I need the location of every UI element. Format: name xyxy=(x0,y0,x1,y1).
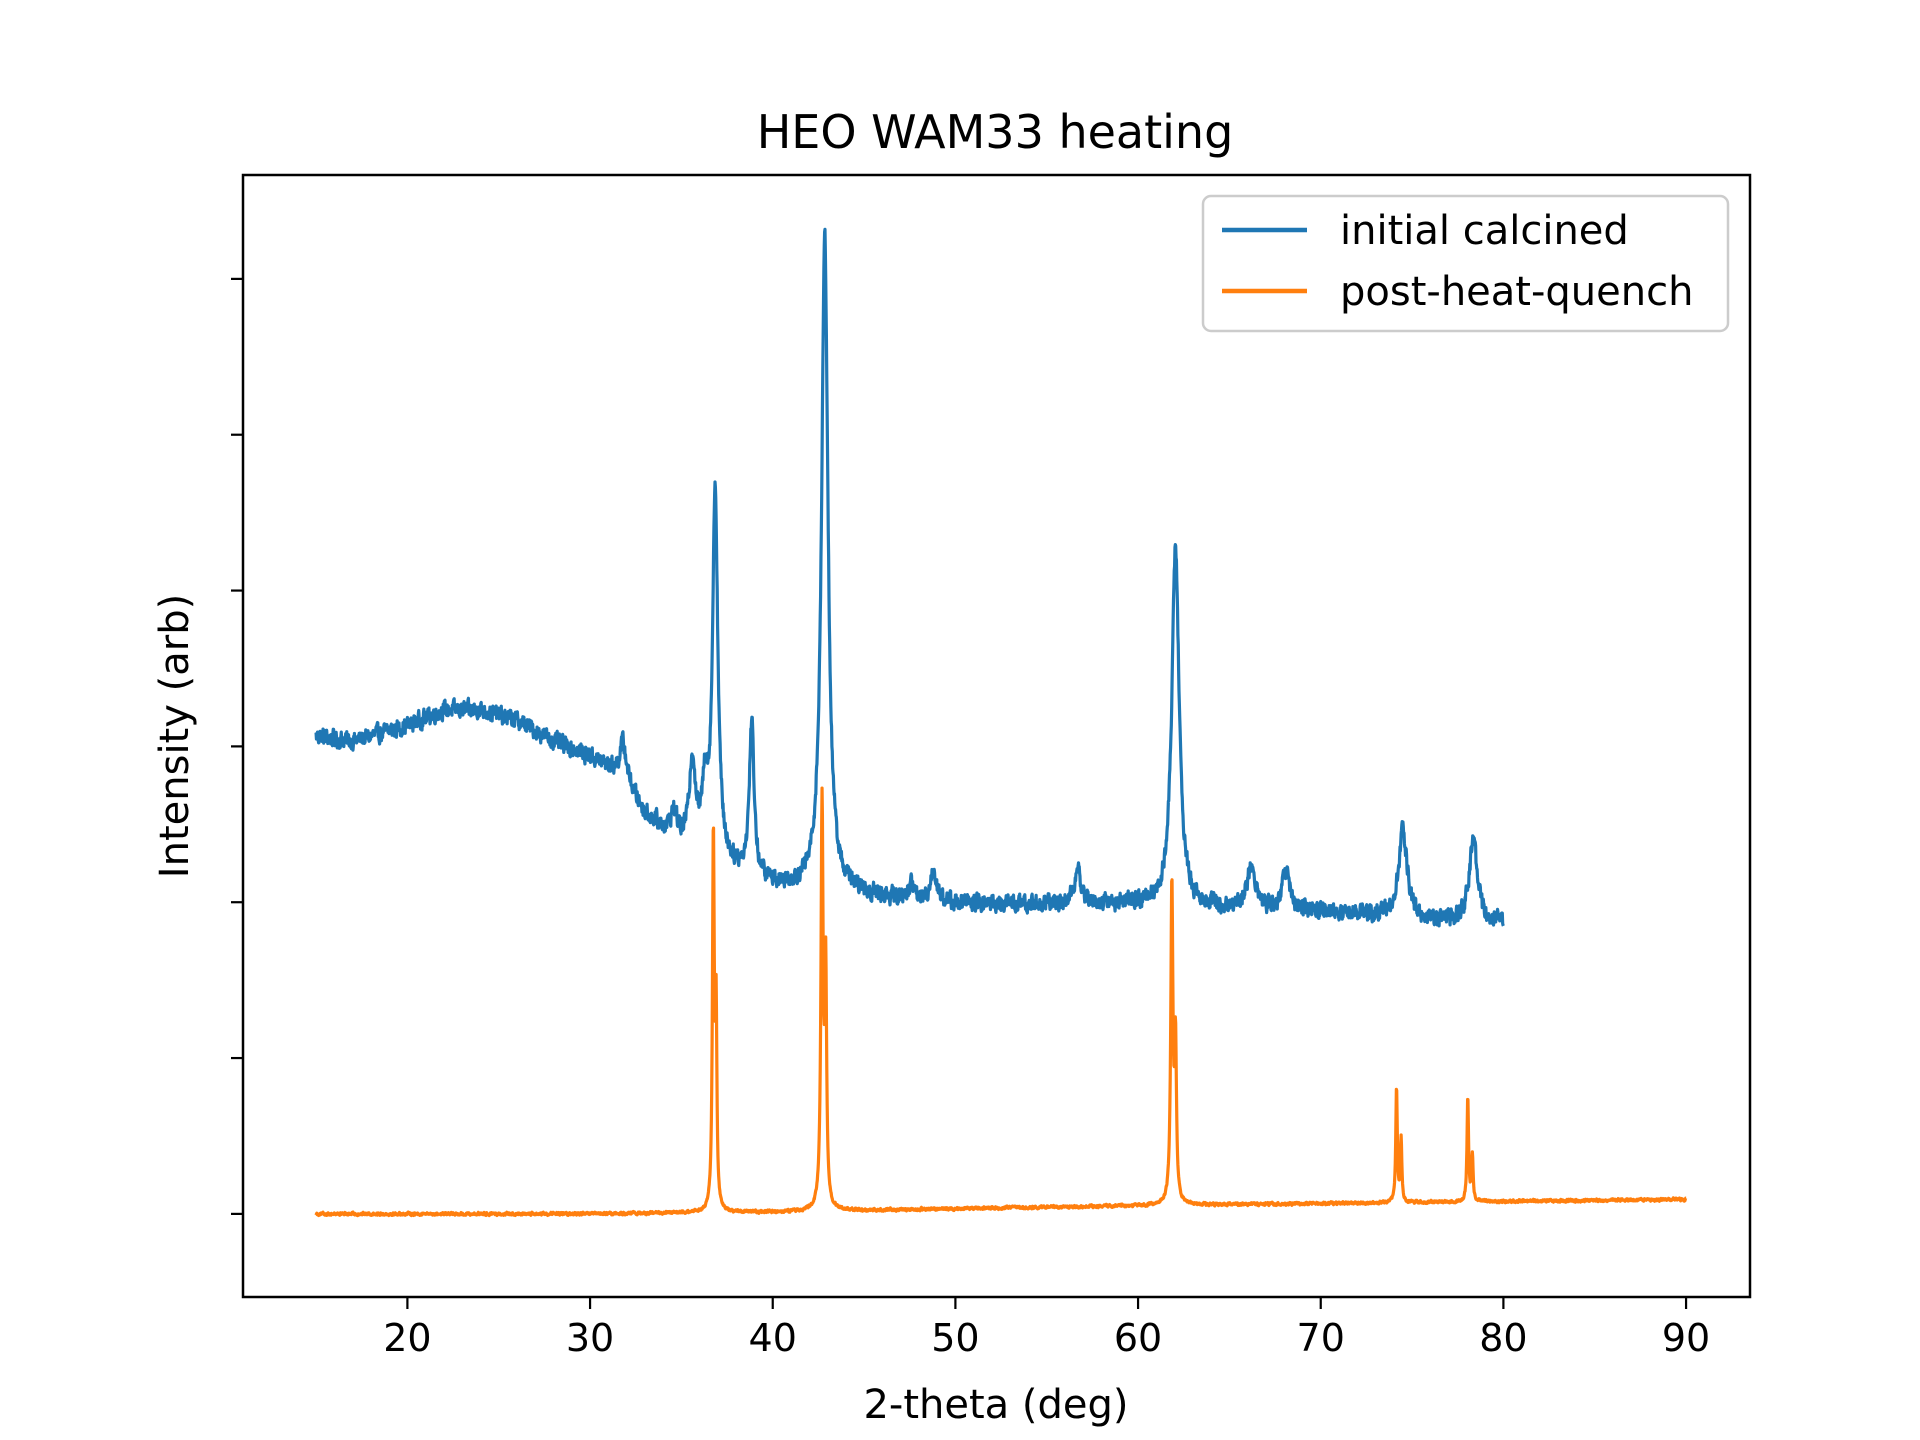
legend-box xyxy=(1201,194,1730,333)
chart-title: HEO WAM33 heating xyxy=(757,105,1234,159)
series-line-post-heat-quench xyxy=(314,786,1688,1218)
plot-frame xyxy=(241,173,1752,1299)
x-axis-label: 2-theta (deg) xyxy=(863,1382,1128,1428)
x-tick-label: 20 xyxy=(383,1316,431,1360)
x-tick-label: 70 xyxy=(1297,1316,1345,1360)
y-axis-label: Intensity (arb) xyxy=(152,594,198,878)
legend-label-post-heat-quench: post-heat-quench xyxy=(1340,269,1693,315)
series-layer xyxy=(314,227,1688,1218)
legend: initial calcined post-heat-quench xyxy=(1201,194,1730,333)
x-axis: 20 30 40 50 60 70 80 90 xyxy=(383,1297,1710,1360)
legend-label-initial-calcined: initial calcined xyxy=(1340,208,1629,254)
y-axis xyxy=(231,277,243,1215)
x-tick-label: 60 xyxy=(1114,1316,1162,1360)
x-tick-label: 50 xyxy=(931,1316,979,1360)
x-tick-label: 80 xyxy=(1479,1316,1527,1360)
x-tick-label: 40 xyxy=(749,1316,797,1360)
series-line-initial-calcined xyxy=(314,227,1505,928)
x-tick-label: 30 xyxy=(566,1316,614,1360)
plot-area xyxy=(241,173,1752,1299)
x-tick-label: 90 xyxy=(1662,1316,1710,1360)
